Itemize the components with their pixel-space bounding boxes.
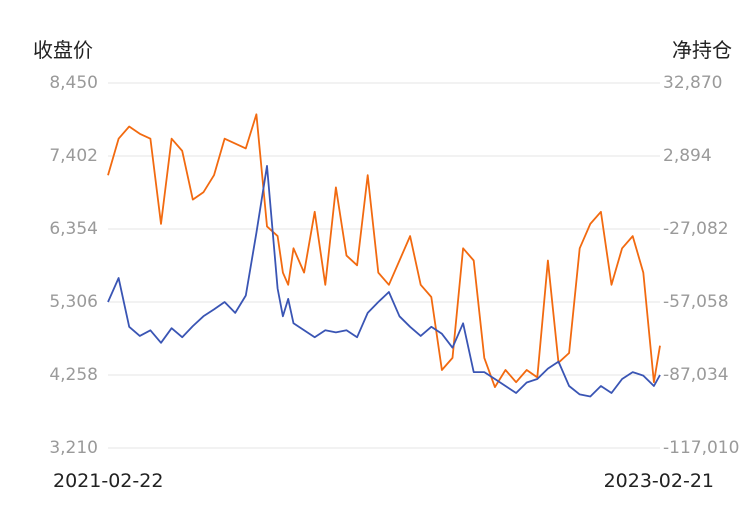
right-axis-title: 净持仓	[672, 38, 732, 62]
left-tick-label: 5,306	[49, 292, 98, 312]
gridlines	[108, 82, 660, 449]
left-tick-label: 4,258	[49, 365, 98, 385]
x-axis-end-label: 2023-02-21	[603, 470, 714, 492]
right-tick-label: -117,010	[663, 438, 740, 458]
left-tick-label: 8,450	[49, 73, 98, 93]
right-tick-label: 2,894	[663, 146, 712, 166]
left-axis-title: 收盘价	[33, 38, 93, 62]
series-lines	[107, 113, 661, 398]
right-tick-label: -87,034	[663, 365, 729, 385]
right-tick-label: -57,058	[663, 292, 729, 312]
left-tick-label: 7,402	[49, 146, 98, 166]
right-tick-label: 32,870	[663, 73, 723, 93]
left-tick-label: 3,210	[49, 438, 98, 458]
close-price-line	[107, 164, 661, 398]
x-axis-start-label: 2021-02-22	[53, 470, 164, 492]
left-tick-label: 6,354	[49, 219, 98, 239]
right-tick-label: -27,082	[663, 219, 729, 239]
net-position-line	[107, 113, 661, 389]
